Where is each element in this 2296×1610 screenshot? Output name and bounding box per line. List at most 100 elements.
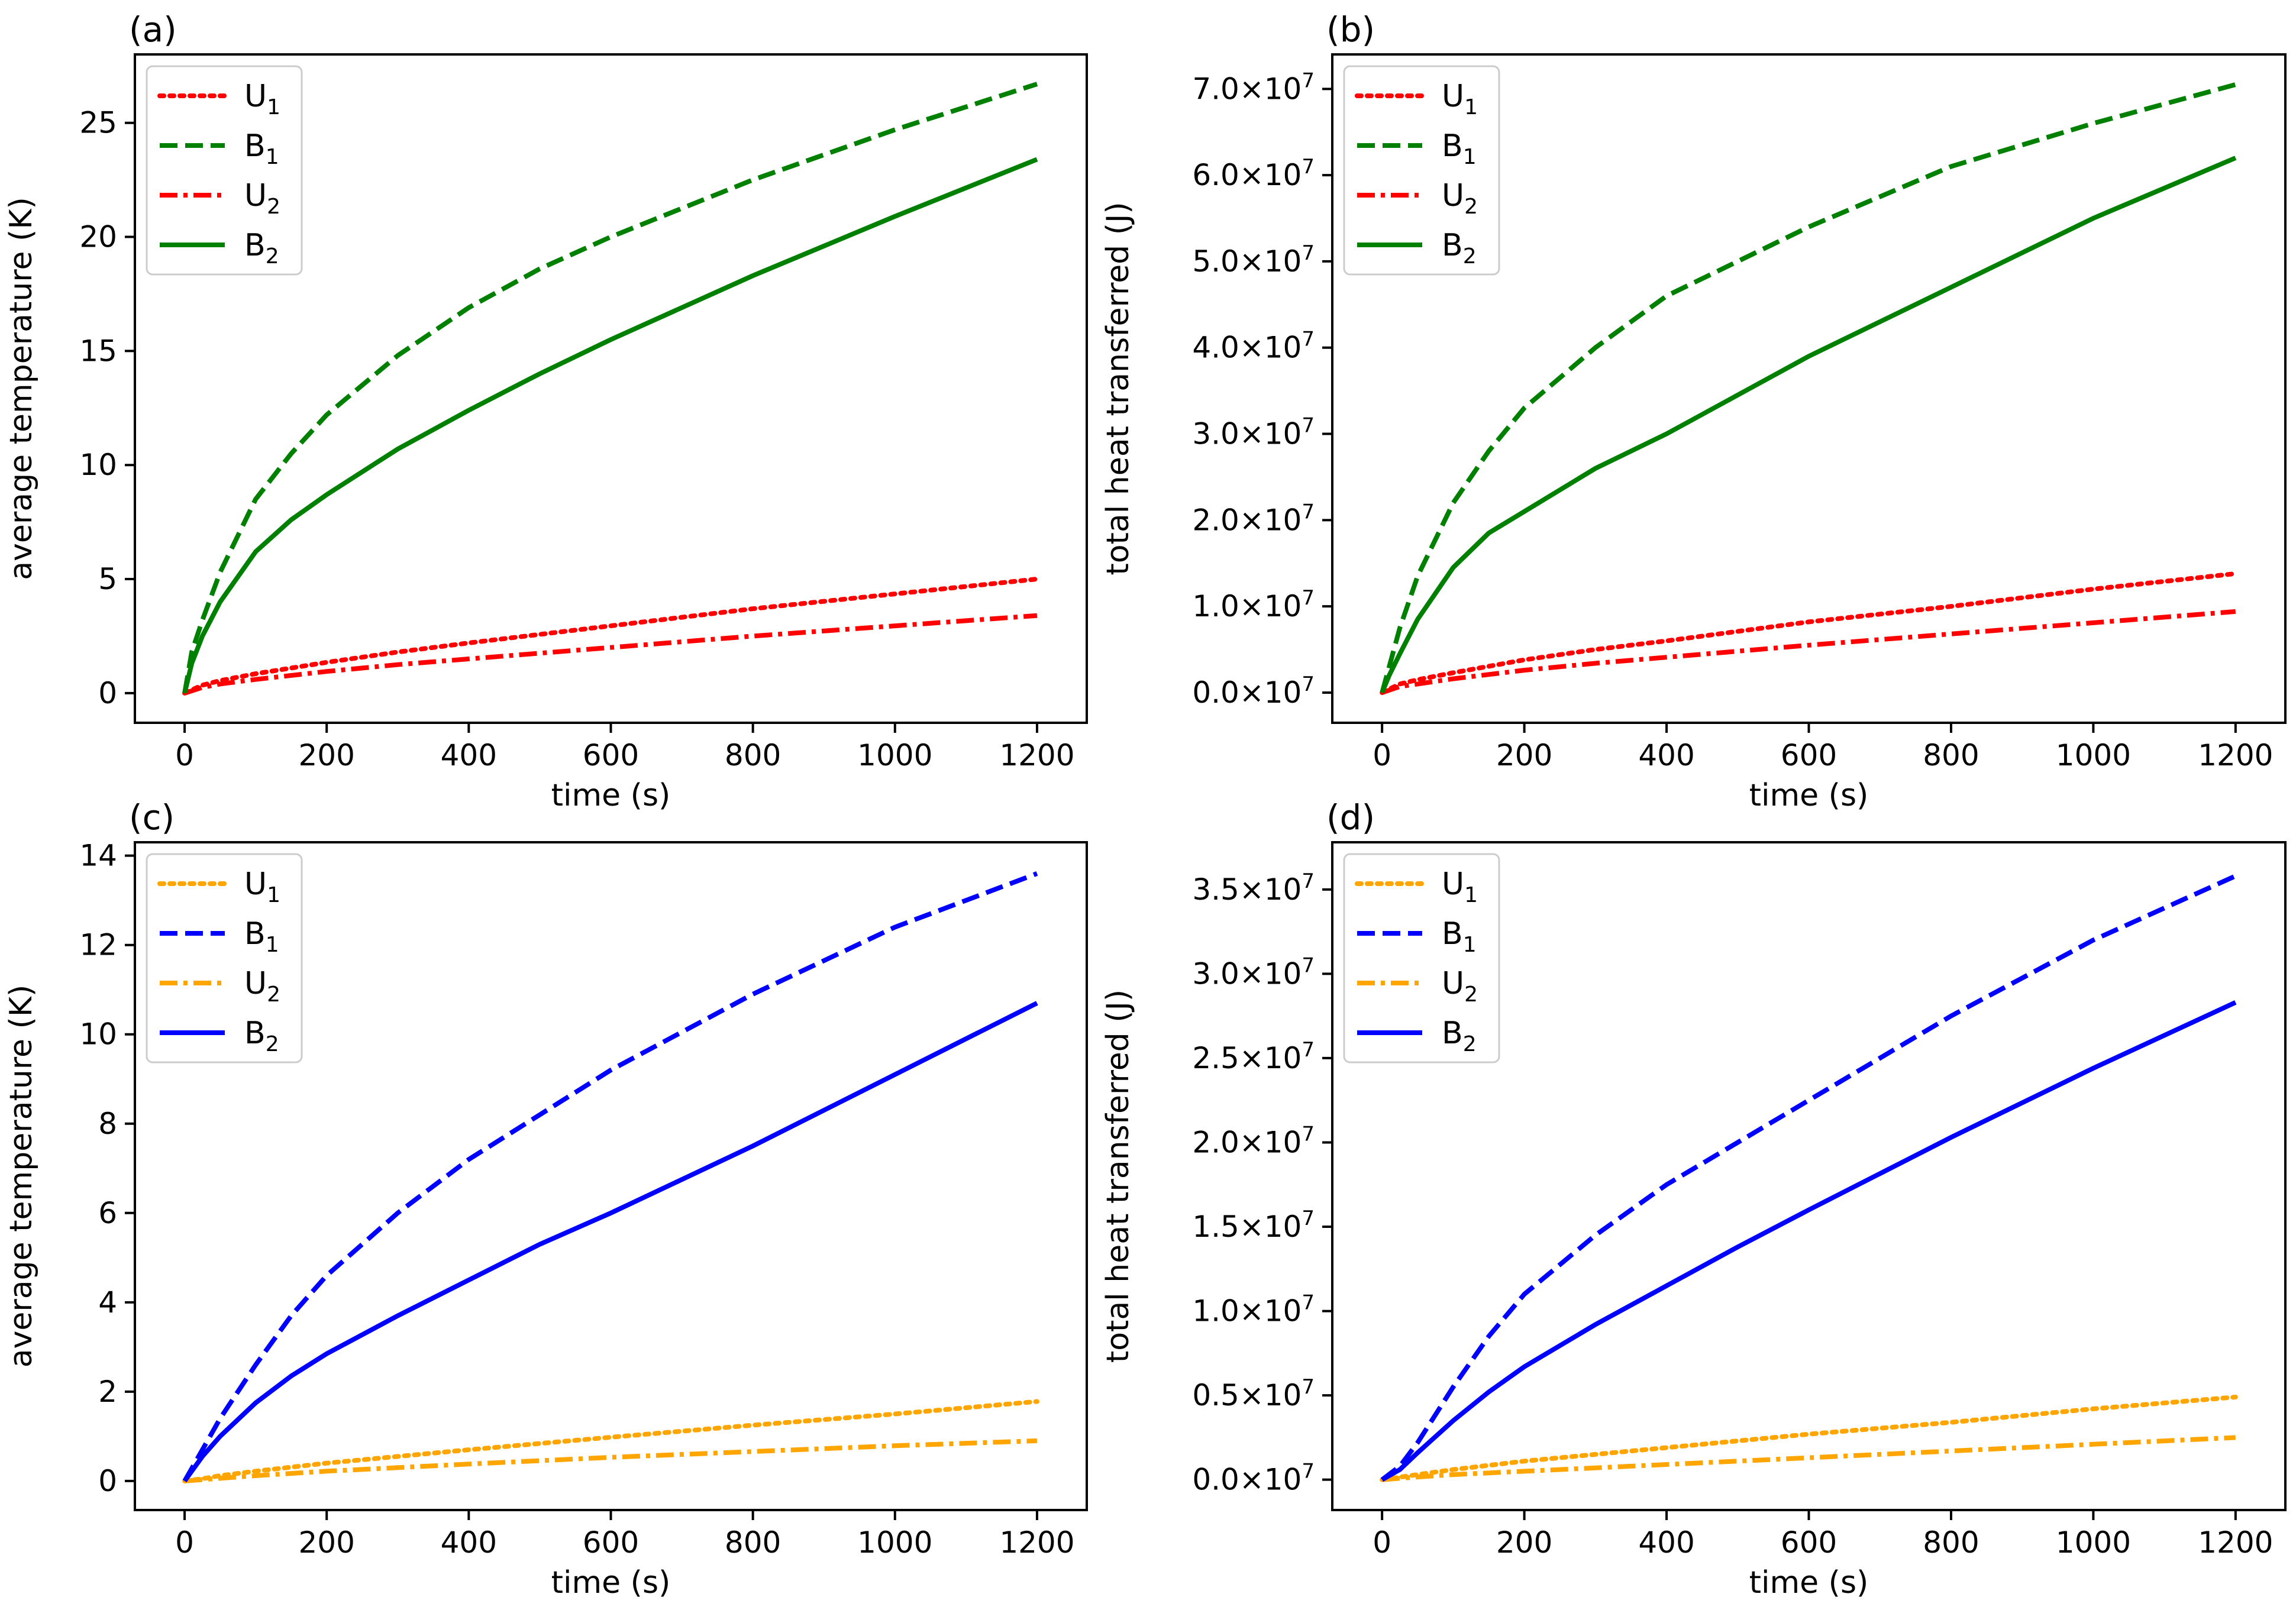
legend-label: U1 <box>1442 867 1478 907</box>
series-line-b2 <box>1381 1000 2237 1482</box>
series-line-b2 <box>182 157 1038 694</box>
x-tick-label: 400 <box>1638 1525 1694 1560</box>
x-tick-label: 800 <box>1923 1525 1979 1560</box>
y-tick-label: 0.0×107 <box>1192 1460 1315 1497</box>
y-tick-label: 25 <box>79 106 117 140</box>
y-tick-label: 0.5×107 <box>1192 1375 1315 1412</box>
x-tick-label: 600 <box>583 1525 639 1560</box>
y-tick-label: 6.0×107 <box>1192 155 1315 192</box>
series-line-b2 <box>182 1001 1038 1483</box>
x-tick-label: 600 <box>1781 1525 1837 1560</box>
x-tick-label: 1000 <box>857 1525 932 1560</box>
legend-label: U2 <box>244 178 280 219</box>
legend-label: B1 <box>1442 128 1477 169</box>
y-tick-label: 7.0×107 <box>1192 69 1315 106</box>
legend-label: B2 <box>244 228 279 269</box>
legend-label: U1 <box>1442 79 1478 119</box>
panel-2: 0 200 400 600 800 1000 1200 0 2 4 6 8 10 12 14 time (s)… <box>4 797 1088 1601</box>
x-tick-label: 0 <box>175 738 194 772</box>
y-tick-label: 10 <box>79 448 117 482</box>
legend-label: B1 <box>1442 916 1477 957</box>
legend-label: B2 <box>1442 1016 1477 1056</box>
x-tick-label: 200 <box>298 1525 354 1560</box>
legend-label: B2 <box>1442 228 1477 269</box>
x-axis-label: time (s) <box>1749 1565 1869 1601</box>
y-tick-label: 3.0×107 <box>1192 414 1315 451</box>
y-axis-label: total heat transferred (J) <box>1100 990 1136 1363</box>
y-tick-label: 1.5×107 <box>1192 1207 1315 1244</box>
x-tick-label: 600 <box>583 738 639 772</box>
legend-label: B1 <box>244 916 279 957</box>
y-tick-label: 6 <box>98 1196 117 1230</box>
y-tick-label: 5 <box>98 562 117 596</box>
series-line-u1 <box>182 577 1039 696</box>
panel-0: 0 200 400 600 800 1000 1200 0 5 10 15 20 25 time (s) a… <box>4 9 1088 813</box>
legend <box>1343 853 1500 1063</box>
y-tick-label: 14 <box>79 839 117 873</box>
y-tick-label: 2.0×107 <box>1192 1122 1315 1159</box>
y-axis-label: average temperature (K) <box>4 985 39 1367</box>
x-tick-label: 1200 <box>2198 1525 2273 1560</box>
x-tick-label: 1000 <box>857 738 932 772</box>
x-tick-label: 0 <box>1373 1525 1391 1560</box>
panel-label: (d) <box>1326 797 1375 838</box>
y-tick-label: 2 <box>98 1375 117 1409</box>
x-axis-label: time (s) <box>1749 778 1869 813</box>
legend <box>146 65 303 276</box>
y-tick-label: 2.0×107 <box>1192 500 1315 537</box>
series-line-b2 <box>1380 156 2237 694</box>
legend-label: U1 <box>244 79 280 119</box>
panel-label: (c) <box>129 797 175 838</box>
x-tick-label: 0 <box>175 1525 194 1560</box>
x-tick-label: 200 <box>1496 738 1552 772</box>
y-tick-label: 3.5×107 <box>1192 869 1315 907</box>
series-line-u1 <box>1380 1395 2238 1482</box>
y-tick-label: 12 <box>79 928 117 962</box>
series-line-u1 <box>182 1399 1039 1483</box>
y-tick-label: 0 <box>98 1464 117 1498</box>
legend-label: U1 <box>244 867 280 907</box>
x-axis-label: time (s) <box>551 778 671 813</box>
legend <box>1343 65 1500 276</box>
x-tick-label: 1200 <box>999 1525 1074 1560</box>
y-axis-label: total heat transferred (J) <box>1100 202 1136 575</box>
series-line-u2 <box>184 1438 1038 1483</box>
y-tick-label: 0 <box>98 676 117 710</box>
y-axis-label: average temperature (K) <box>4 197 39 580</box>
panel-3: 0 200 400 600 800 1000 1200 0.0×107 0.5×107 1.0×1… <box>1100 797 2287 1601</box>
x-tick-label: 400 <box>441 738 497 772</box>
x-tick-label: 200 <box>1496 1525 1552 1560</box>
y-tick-label: 3.0×107 <box>1192 953 1315 991</box>
panel-label: (b) <box>1326 9 1375 50</box>
legend <box>146 853 303 1063</box>
y-tick-label: 2.5×107 <box>1192 1038 1315 1075</box>
y-tick-label: 1.0×107 <box>1192 586 1315 623</box>
y-tick-label: 4 <box>98 1285 117 1320</box>
x-tick-label: 600 <box>1781 738 1837 772</box>
legend-label: B1 <box>244 128 279 169</box>
legend-label: U2 <box>244 966 280 1007</box>
x-tick-label: 1000 <box>2056 738 2131 772</box>
series-line-u2 <box>183 613 1038 696</box>
y-tick-label: 8 <box>98 1107 117 1141</box>
series-line-u2 <box>1381 1435 2236 1482</box>
x-tick-label: 800 <box>1923 738 1979 772</box>
y-tick-label: 10 <box>79 1017 117 1052</box>
legend-label: U2 <box>1442 178 1478 219</box>
x-tick-label: 800 <box>725 738 781 772</box>
x-tick-label: 400 <box>441 1525 497 1560</box>
legend-label: U2 <box>1442 966 1478 1007</box>
panel-label: (a) <box>129 9 177 50</box>
y-tick-label: 15 <box>79 334 117 368</box>
series-line-b1 <box>182 82 1038 694</box>
series-line-b1 <box>1380 82 2236 694</box>
x-tick-label: 800 <box>725 1525 781 1560</box>
series-line-u1 <box>1380 571 2238 695</box>
legend-label: B2 <box>244 1016 279 1056</box>
y-tick-label: 0.0×107 <box>1192 673 1315 710</box>
series-line-u2 <box>1381 609 2236 695</box>
x-tick-label: 1200 <box>999 738 1074 772</box>
y-tick-label: 1.0×107 <box>1192 1291 1315 1328</box>
series-line-b1 <box>182 871 1038 1482</box>
